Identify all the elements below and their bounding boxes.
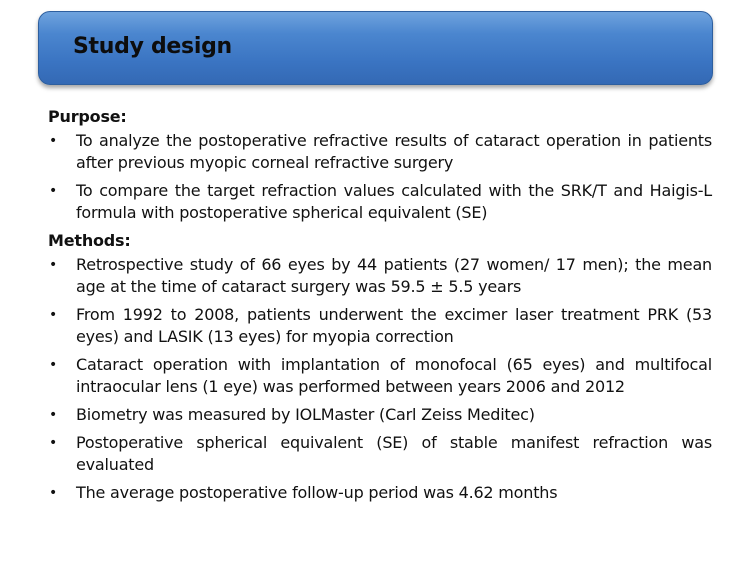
bullet-icon: • [49,257,58,273]
list-item: • To analyze the postoperative refractiv… [48,130,712,174]
list-item: • From 1992 to 2008, patients underwent … [48,304,712,348]
list-item: • Cataract operation with implantation o… [48,354,712,398]
list-item: • Postoperative spherical equivalent (SE… [48,432,712,476]
title-banner: Study design [38,11,713,85]
bullet-icon: • [49,407,58,423]
list-item-text: Biometry was measured by IOLMaster (Carl… [76,405,535,424]
list-item-text: Postoperative spherical equivalent (SE) … [76,433,712,474]
list-item-text: To analyze the postoperative refractive … [76,131,712,172]
bullet-icon: • [49,183,58,199]
list-item-text: Cataract operation with implantation of … [76,355,712,396]
list-item-text: To compare the target refraction values … [76,181,712,222]
bullet-icon: • [49,357,58,373]
purpose-list: • To analyze the postoperative refractiv… [48,130,712,224]
methods-list: • Retrospective study of 66 eyes by 44 p… [48,254,712,504]
list-item: • Biometry was measured by IOLMaster (Ca… [48,404,712,426]
section-heading-purpose: Purpose: [48,107,127,126]
bullet-icon: • [49,485,58,501]
section-heading-methods: Methods: [48,231,131,250]
list-item: • To compare the target refraction value… [48,180,712,224]
bullet-icon: • [49,133,58,149]
list-item-text: Retrospective study of 66 eyes by 44 pat… [76,255,712,296]
list-item-text: The average postoperative follow-up peri… [76,483,558,502]
list-item: • Retrospective study of 66 eyes by 44 p… [48,254,712,298]
slide-body: Purpose: • To analyze the postoperative … [48,106,712,510]
slide-title: Study design [73,34,232,59]
bullet-icon: • [49,307,58,323]
bullet-icon: • [49,435,58,451]
list-item: • The average postoperative follow-up pe… [48,482,712,504]
list-item-text: From 1992 to 2008, patients underwent th… [76,305,712,346]
